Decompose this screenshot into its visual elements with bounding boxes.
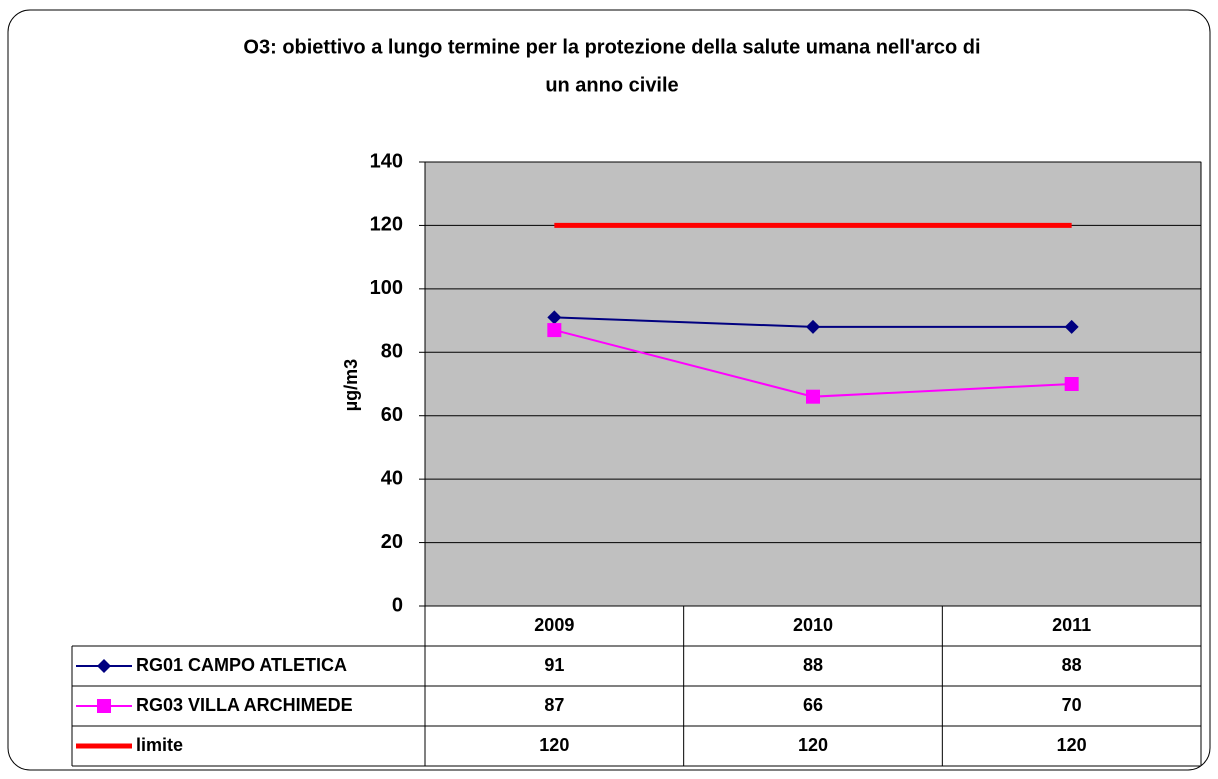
point	[806, 319, 820, 334]
legend-marker	[97, 659, 111, 673]
table-value: 120	[1057, 735, 1087, 755]
chart-subtitle: un anno civile	[545, 74, 678, 96]
y-tick-label: 100	[370, 277, 403, 299]
legend-label: limite	[136, 735, 183, 755]
legend-label: RG03 VILLA ARCHIMEDE	[136, 695, 353, 715]
x-tick-label: 2010	[793, 615, 833, 635]
table-value: 87	[544, 695, 564, 715]
table-value: 70	[1062, 695, 1082, 715]
y-tick-label: 140	[370, 150, 403, 172]
point	[547, 323, 562, 338]
table-value: 91	[544, 655, 564, 675]
y-tick-label: 0	[392, 594, 403, 616]
x-tick-label: 2011	[1052, 615, 1091, 635]
point	[806, 389, 820, 404]
y-tick-label: 120	[370, 214, 403, 236]
y-tick-label: 20	[381, 531, 403, 553]
y-axis-label: µg/m3	[341, 359, 361, 411]
y-tick-label: 60	[381, 404, 403, 426]
table-value: 120	[798, 735, 828, 755]
plot-area	[424, 161, 1202, 607]
y-tick-label: 40	[381, 467, 403, 489]
legend-label: RG01 CAMPO ATLETICA	[136, 655, 347, 675]
table-value: 120	[539, 735, 569, 755]
table-value: 66	[803, 695, 823, 715]
point	[1064, 377, 1079, 391]
table-value: 88	[803, 655, 823, 675]
x-tick-label: 2009	[534, 615, 574, 635]
point	[1064, 319, 1079, 334]
table-value: 88	[1062, 655, 1082, 675]
legend-marker	[97, 699, 111, 713]
y-tick-label: 80	[381, 341, 403, 363]
point	[547, 310, 562, 325]
chart-title: O3: obiettivo a lungo termine per la pro…	[243, 36, 980, 58]
